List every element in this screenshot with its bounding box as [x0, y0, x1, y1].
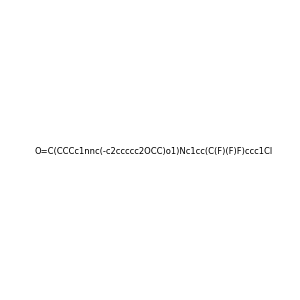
Text: O=C(CCCc1nnc(-c2ccccc2OCC)o1)Nc1cc(C(F)(F)F)ccc1Cl: O=C(CCCc1nnc(-c2ccccc2OCC)o1)Nc1cc(C(F)(…: [34, 147, 273, 156]
